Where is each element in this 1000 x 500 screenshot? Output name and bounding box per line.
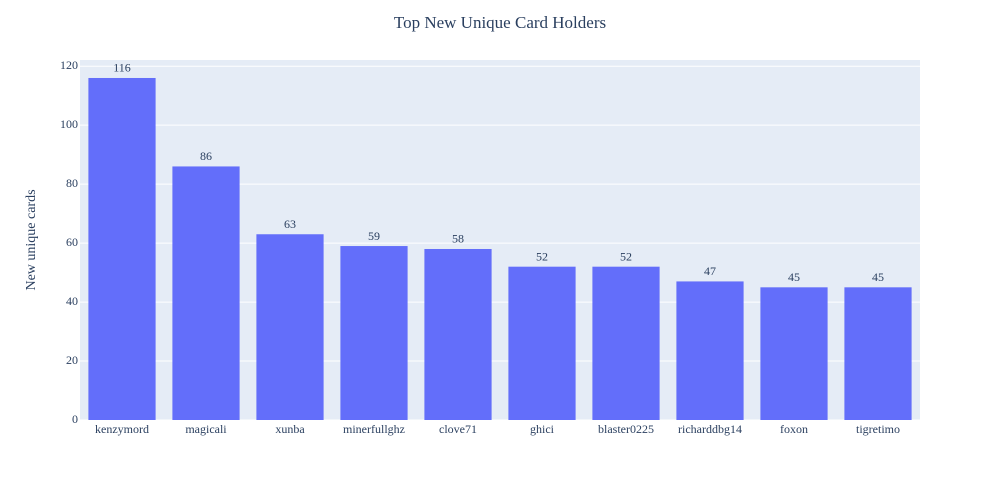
y-tick-label: 100 [60,117,78,131]
bar [340,246,408,420]
data-label: 45 [872,270,884,284]
y-axis-title: New unique cards [24,189,39,290]
x-tick-label: magicali [185,422,227,436]
bar [760,287,828,420]
data-label: 86 [200,149,212,163]
bar [424,248,492,420]
x-tick-label: kenzymord [95,422,149,436]
x-tick-label: clove71 [439,422,477,436]
y-tick-label: 20 [66,353,78,367]
data-label: 59 [368,229,380,243]
x-tick-label: blaster0225 [598,422,654,436]
y-tick-label: 120 [60,58,78,72]
x-tick-label: minerfullghz [343,422,405,436]
bar [88,77,156,420]
data-label: 45 [788,270,800,284]
y-tick-label: 80 [66,176,78,190]
x-tick-label: xunba [275,422,305,436]
bar [592,266,660,420]
chart-title: Top New Unique Card Holders [394,13,606,32]
data-label: 47 [704,264,716,278]
data-label: 116 [113,61,131,75]
x-tick-label: richarddbg14 [678,422,742,436]
data-label: 52 [536,249,548,263]
bar [676,281,744,420]
y-tick-label: 60 [66,235,78,249]
bar [256,234,324,420]
bar [844,287,912,420]
data-label: 52 [620,249,632,263]
x-tick-label: tigretimo [856,422,900,436]
y-tick-label: 40 [66,294,78,308]
bar [508,266,576,420]
x-tick-label: foxon [780,422,808,436]
data-label: 58 [452,232,464,246]
y-tick-label: 0 [72,412,78,426]
bar [172,166,240,420]
x-tick-label: ghici [530,422,555,436]
data-label: 63 [284,217,296,231]
